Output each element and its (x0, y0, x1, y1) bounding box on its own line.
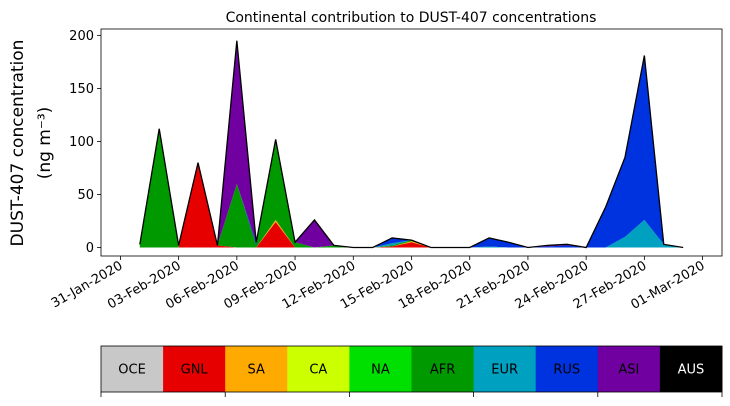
area-series-eur (139, 128, 684, 248)
legend-swatch-aus (659, 346, 723, 392)
legend-colorbar: OCE GNL SA CA NA AFR EUR RUS ASI AUS (100, 345, 723, 397)
y-tick-label: 0 (86, 241, 94, 256)
y-tick-label: 50 (77, 188, 94, 203)
y-axis-label-line1: DUST-407 concentration (8, 40, 28, 247)
legend-swatch-afr (411, 346, 475, 392)
legend-swatch-rus (535, 346, 599, 392)
legend-label-rus: RUS (553, 363, 580, 378)
legend-swatch-ca (287, 346, 350, 392)
legend-swatch-sa (225, 346, 288, 392)
legend-label-ca: CA (309, 363, 327, 378)
legend-label-gnl: GNL (181, 363, 209, 378)
legend-label-oce: OCE (118, 363, 146, 378)
legend-swatch-oce (101, 346, 164, 392)
y-axis-label: DUST-407 concentration (ng m⁻³) (8, 40, 55, 247)
legend-frame (100, 345, 723, 393)
total-outline (139, 40, 684, 249)
legend-swatch-eur (473, 346, 537, 392)
chart-title: Continental contribution to DUST-407 con… (226, 10, 597, 26)
y-tick-label: 150 (69, 82, 94, 97)
legend-swatch-na (349, 346, 412, 392)
area-series-gnl (139, 162, 684, 248)
legend-label-eur: EUR (491, 363, 518, 378)
area-series-afr (139, 128, 684, 248)
y-axis-label-line2: (ng m⁻³) (35, 107, 55, 180)
legend-label-na: NA (371, 363, 390, 378)
y-tick-label: 100 (69, 135, 94, 150)
legend-swatch-gnl (163, 346, 226, 392)
legend-label-sa: SA (248, 363, 265, 378)
legend-label-aus: AUS (678, 363, 705, 378)
legend-swatch-asi (597, 346, 661, 392)
legend-label-asi: ASI (618, 363, 639, 378)
plot-area (139, 40, 684, 249)
legend-label-afr: AFR (430, 363, 455, 378)
area-series-rus (139, 55, 684, 248)
y-tick-label: 200 (69, 29, 94, 44)
